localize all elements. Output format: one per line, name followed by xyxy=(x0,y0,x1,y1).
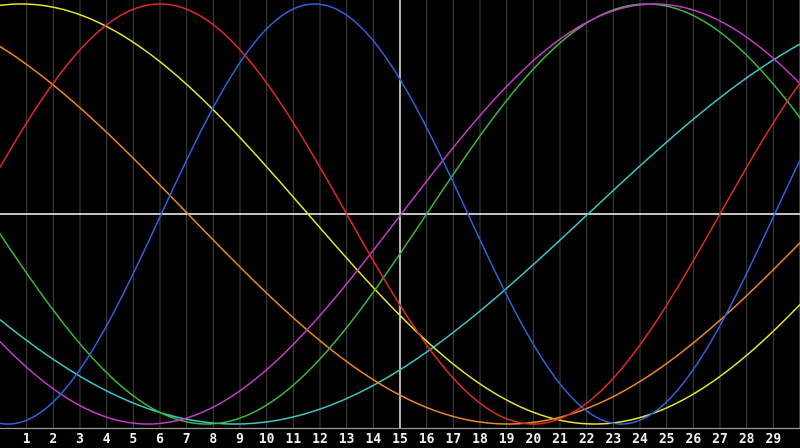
x-tick-label-15: 15 xyxy=(392,432,408,447)
x-tick-label-23: 23 xyxy=(606,432,622,447)
x-tick-label-16: 16 xyxy=(419,432,435,447)
x-tick-label-21: 21 xyxy=(552,432,568,447)
x-tick-label-6: 6 xyxy=(156,432,164,447)
x-tick-label-19: 19 xyxy=(499,432,515,447)
x-tick-label-26: 26 xyxy=(686,432,702,447)
x-tick-label-2: 2 xyxy=(49,432,57,447)
series-curve-yellow-43-day xyxy=(0,3,800,425)
x-tick-label-20: 20 xyxy=(526,432,542,447)
x-tick-label-25: 25 xyxy=(659,432,675,447)
x-tick-label-7: 7 xyxy=(183,432,191,447)
x-tick-label-24: 24 xyxy=(632,432,648,447)
x-tick-label-28: 28 xyxy=(739,432,755,447)
x-tick-label-1: 1 xyxy=(23,432,31,447)
x-tick-label-3: 3 xyxy=(76,432,84,447)
curves-layer xyxy=(0,3,800,425)
x-tick-label-4: 4 xyxy=(103,432,111,447)
x-tick-label-29: 29 xyxy=(766,432,782,447)
series-curve-orange-48-day xyxy=(0,45,800,425)
x-tick-label-14: 14 xyxy=(366,432,382,447)
reference-lines-layer xyxy=(0,0,800,428)
x-tick-label-22: 22 xyxy=(579,432,595,447)
x-tick-label-11: 11 xyxy=(286,432,302,447)
x-tick-label-8: 8 xyxy=(209,432,217,447)
x-tick-label-18: 18 xyxy=(472,432,488,447)
x-tick-label-12: 12 xyxy=(312,432,328,447)
x-tick-label-17: 17 xyxy=(446,432,462,447)
series-curve-magenta-38-day xyxy=(0,3,800,425)
x-tick-label-5: 5 xyxy=(129,432,137,447)
series-curve-blue-23-day xyxy=(0,3,800,425)
x-tick-label-10: 10 xyxy=(259,432,275,447)
x-tick-label-27: 27 xyxy=(712,432,728,447)
series-curve-cyan-53-day xyxy=(0,43,800,425)
x-tick-label-9: 9 xyxy=(236,432,244,447)
series-curve-red-28-day xyxy=(0,3,800,425)
x-axis-layer: 1 2 3 4 5 6 7 8 9 10 11 12 13 14 15 16 17 18 19 20 21 22 23 24 2… xyxy=(0,427,800,447)
x-tick-label-13: 13 xyxy=(339,432,355,447)
series-curve-green-33-day xyxy=(0,3,800,425)
